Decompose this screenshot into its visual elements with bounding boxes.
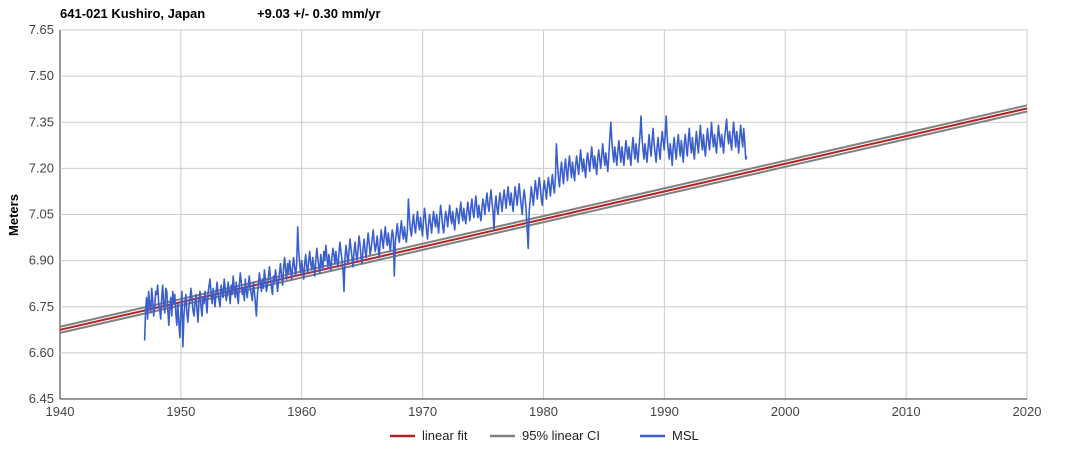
x-tick-label: 1970 — [408, 404, 437, 419]
chart-subtitle: +9.03 +/- 0.30 mm/yr — [257, 6, 381, 21]
series-layer — [59, 104, 1028, 348]
x-tick-label: 2000 — [771, 404, 800, 419]
y-tick-label: 7.50 — [29, 68, 54, 83]
y-tick-label: 7.05 — [29, 207, 54, 222]
y-tick-label: 6.60 — [29, 345, 54, 360]
x-tick-label: 1950 — [166, 404, 195, 419]
legend-label: 95% linear CI — [522, 428, 600, 443]
msl-line — [143, 115, 748, 348]
grid — [59, 29, 1028, 400]
y-tick-label: 6.75 — [29, 299, 54, 314]
y-axis-label: Meters — [6, 194, 21, 236]
legend-item: linear fit — [390, 428, 468, 443]
y-tick-label: 7.20 — [29, 160, 54, 175]
y-tick-label: 7.65 — [29, 22, 54, 37]
legend-item: MSL — [640, 428, 699, 443]
legend-label: linear fit — [422, 428, 468, 443]
x-tick-label: 1960 — [287, 404, 316, 419]
tick-labels: 1940 1950 1960 1970 1980 1990 2000 2010 2020 6.45… — [29, 22, 1042, 419]
legend-label: MSL — [672, 428, 699, 443]
y-tick-label: 6.45 — [29, 391, 54, 406]
x-tick-label: 2010 — [892, 404, 921, 419]
x-tick-label: 1990 — [650, 404, 679, 419]
x-tick-label: 2020 — [1013, 404, 1042, 419]
x-tick-label: 1980 — [529, 404, 558, 419]
y-tick-label: 7.35 — [29, 114, 54, 129]
legend: linear fit 95% linear CI MSL — [390, 428, 699, 443]
chart-title: 641-021 Kushiro, Japan — [60, 6, 205, 21]
x-tick-label: 1940 — [46, 404, 75, 419]
y-tick-label: 6.90 — [29, 253, 54, 268]
legend-item: 95% linear CI — [490, 428, 600, 443]
